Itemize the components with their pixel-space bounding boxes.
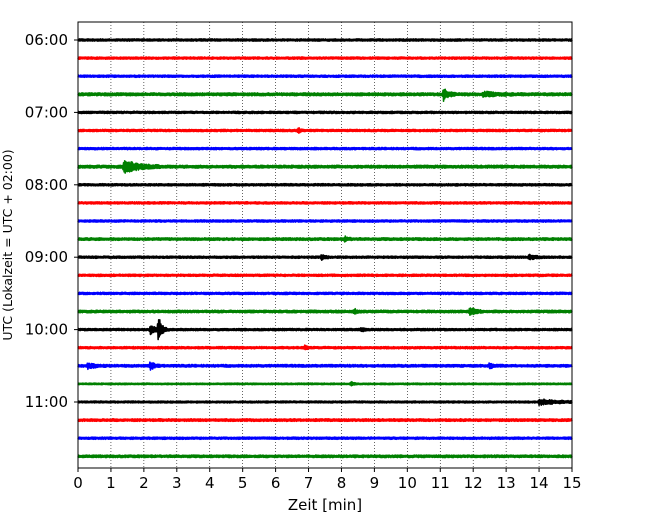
x-tick-label: 3 [172,474,182,492]
y-tick-label: 08:00 [25,176,68,194]
x-axis: 0 1 2 3 4 5 6 7 8 9 10 11 12 13 14 15 [73,468,582,492]
trace-1000 [77,318,573,341]
trace-0715 [77,127,573,134]
trace-0630 [77,74,573,79]
trace-0930 [77,291,573,296]
trace-0830 [77,219,573,223]
trace-0615 [77,56,573,61]
x-tick-label: 13 [497,474,516,492]
trace-1100 [77,398,573,407]
trace-0845 [77,235,573,243]
gridlines [110,22,540,468]
trace-0600 [77,38,573,42]
trace-0730 [77,146,573,151]
x-tick-label: 0 [73,474,83,492]
x-tick-label: 2 [139,474,149,492]
seismogram-traces [77,38,573,459]
x-tick-label: 12 [464,474,483,492]
x-tick-label: 6 [271,474,281,492]
x-tick-label: 9 [370,474,380,492]
x-tick-label: 14 [530,474,549,492]
x-tick-label: 1 [106,474,116,492]
x-tick-label: 4 [205,474,215,492]
trace-1145 [77,454,573,459]
trace-1115 [77,418,573,423]
x-tick-label: 8 [337,474,347,492]
y-tick-label: 07:00 [25,103,68,121]
trace-0900 [77,253,573,261]
x-axis-label: Zeit [min] [288,496,362,514]
trace-1130 [77,436,573,441]
trace-0700 [77,110,573,115]
y-axis: 06:00 07:00 08:00 09:00 10:00 11:00 [25,31,78,411]
trace-1030 [77,361,573,371]
y-tick-label: 11:00 [25,393,68,411]
trace-1045 [77,380,573,387]
trace-0645 [77,88,573,102]
y-tick-label: 10:00 [25,321,68,339]
trace-0915 [77,273,573,278]
x-tick-label: 11 [431,474,450,492]
x-tick-label: 7 [304,474,314,492]
x-tick-label: 15 [562,474,581,492]
trace-0945 [77,307,573,317]
y-tick-label: 06:00 [25,31,68,49]
trace-1015 [77,344,573,351]
y-tick-label: 09:00 [25,248,68,266]
trace-0815 [77,200,573,205]
plot-frame [77,21,573,469]
trace-0800 [77,182,573,187]
x-tick-label: 10 [398,474,417,492]
y-axis-label: UTC (Lokalzeit = UTC + 02:00) [0,149,15,340]
trace-0745 [77,159,573,174]
x-tick-label: 5 [238,474,248,492]
